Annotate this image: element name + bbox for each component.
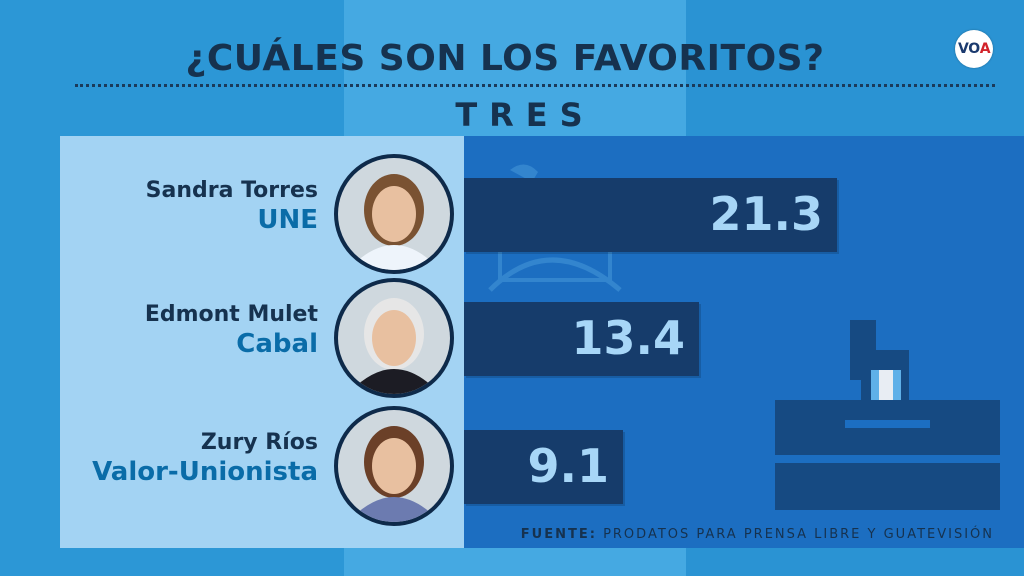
bar: 21.3 — [464, 178, 837, 252]
source-text: PRODATOS PARA PRENSA LIBRE Y GUATEVISIÓN — [603, 527, 994, 542]
logo-letter-a: A — [979, 41, 991, 57]
candidate-name: Sandra Torres — [145, 178, 318, 203]
bar-value-label: 13.4 — [571, 310, 686, 365]
candidate-party: UNE — [257, 205, 318, 235]
candidate-name: Edmont Mulet — [144, 302, 318, 327]
candidate-photo — [334, 278, 454, 398]
candidate-name: Zury Ríos — [200, 430, 318, 455]
bar-value-label: 21.3 — [709, 186, 824, 241]
candidate-photo — [334, 154, 454, 274]
bar: 13.4 — [464, 302, 699, 376]
logo-letter-o: O — [968, 41, 980, 57]
candidate-party: Valor-Unionista — [92, 457, 318, 487]
bar: 9.1 — [464, 430, 623, 504]
logo-letter-v: V — [957, 41, 969, 57]
ballot-box-icon — [775, 320, 1000, 510]
chart-subtitle: TRES — [455, 96, 595, 134]
source-note: FUENTE: PRODATOS PARA PRENSA LIBRE Y GUA… — [521, 527, 994, 542]
bar-value-label: 9.1 — [527, 438, 610, 493]
candidate-photo — [334, 406, 454, 526]
chart-title: ¿CUÁLES SON LOS FAVORITOS? — [185, 38, 825, 79]
candidate-party: Cabal — [236, 329, 318, 359]
source-label: FUENTE: — [520, 527, 597, 542]
title-divider — [75, 84, 995, 87]
